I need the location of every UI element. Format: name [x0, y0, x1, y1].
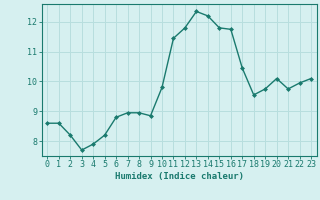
X-axis label: Humidex (Indice chaleur): Humidex (Indice chaleur) [115, 172, 244, 181]
